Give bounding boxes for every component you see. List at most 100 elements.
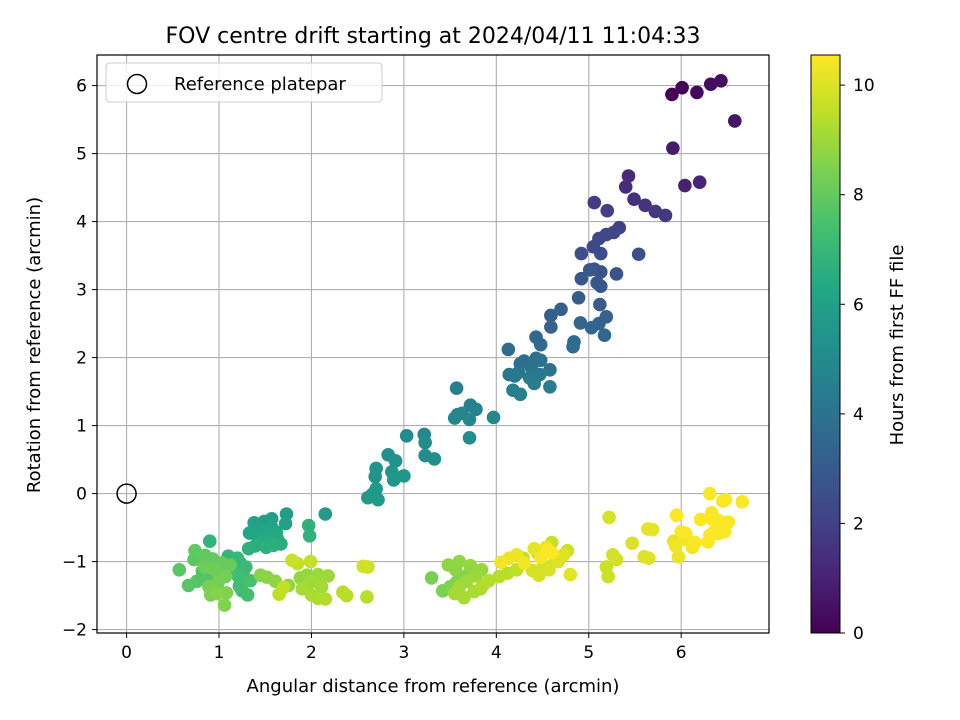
colorbar-gradient xyxy=(811,55,840,633)
scatter-point xyxy=(593,246,608,261)
scatter-point xyxy=(360,590,374,604)
scatter-point xyxy=(631,247,646,262)
scatter-point xyxy=(303,554,318,569)
scatter-point xyxy=(718,492,733,507)
scatter-point xyxy=(728,114,742,128)
scatter-point xyxy=(318,592,333,606)
scatter-point xyxy=(501,342,516,357)
legend-reference-marker xyxy=(126,73,148,95)
scatter-point xyxy=(533,353,548,368)
colorbar-tick-label: 6 xyxy=(853,295,864,315)
scatter-point xyxy=(645,522,660,537)
colorbar-frame xyxy=(810,54,841,634)
y-axis-label: Rotation from reference (arcmin) xyxy=(24,197,45,493)
colorbar-tick-label: 10 xyxy=(853,76,875,96)
scatter-point xyxy=(197,560,212,574)
scatter-point xyxy=(527,376,542,391)
scatter-point xyxy=(544,545,559,560)
scatter-point xyxy=(217,598,232,612)
scatter-point xyxy=(721,515,736,529)
colorbar-tick-label: 8 xyxy=(853,186,864,206)
scatter-point xyxy=(494,555,508,570)
scatter-point xyxy=(285,553,299,568)
reference-marker-group xyxy=(116,483,137,504)
x-axis-label: Angular distance from reference (arcmin) xyxy=(247,676,620,697)
scatter-point xyxy=(386,473,401,487)
scatter-point xyxy=(688,535,702,550)
scatter-point xyxy=(543,380,557,394)
x-tick-label: 5 xyxy=(583,643,594,663)
scatter-point xyxy=(482,573,496,588)
x-tick-label: 4 xyxy=(491,643,502,663)
scatter-point xyxy=(669,508,684,523)
scatter-point xyxy=(276,580,291,595)
scatter-point xyxy=(601,569,615,584)
scatter-point xyxy=(544,320,558,334)
scatter-point xyxy=(690,85,704,100)
scatter-point xyxy=(675,80,689,95)
scatter-point xyxy=(618,180,633,194)
scatter-point xyxy=(223,558,237,572)
scatter-point xyxy=(703,486,717,501)
y-tick-label: 0 xyxy=(76,485,87,505)
y-tick-label: 2 xyxy=(76,349,87,369)
scatter-point xyxy=(424,571,439,585)
scatter-point xyxy=(418,435,432,450)
scatter-point xyxy=(463,558,478,573)
scatter-point xyxy=(543,363,557,377)
scatter-point xyxy=(566,339,580,354)
scatter-point xyxy=(571,290,586,305)
scatter-point xyxy=(301,518,316,533)
y-tick-label: 4 xyxy=(76,213,87,233)
scatter-point xyxy=(356,559,371,574)
scatter-point xyxy=(469,402,483,417)
scatter-point xyxy=(388,454,403,468)
scatter-point xyxy=(457,590,471,605)
legend-box xyxy=(105,62,383,103)
scatter-point xyxy=(573,316,588,330)
colorbar-tick-label: 4 xyxy=(853,405,864,425)
y-tick-label: 3 xyxy=(76,281,87,301)
scatter-point xyxy=(321,569,335,583)
scatter-point xyxy=(666,141,680,155)
scatter-point xyxy=(314,579,329,594)
x-tick-label: 0 xyxy=(121,643,132,663)
legend-reference-label: Reference platepar xyxy=(174,74,346,95)
scatter-point xyxy=(593,297,607,312)
scatter-points xyxy=(172,74,749,612)
scatter-point xyxy=(574,271,589,286)
scatter-point xyxy=(638,198,652,213)
y-tick-label: 6 xyxy=(76,77,87,97)
scatter-point xyxy=(693,512,708,527)
scatter-point xyxy=(544,308,558,323)
scatter-point xyxy=(692,175,707,189)
scatter-point xyxy=(399,429,414,443)
reference-marker xyxy=(116,483,137,504)
scatter-point xyxy=(542,562,556,577)
scatter-point xyxy=(609,267,624,281)
scatter-point xyxy=(462,412,477,427)
scatter-point xyxy=(563,567,578,582)
scatter-point xyxy=(452,554,467,569)
scatter-point xyxy=(243,573,258,588)
scatter-point xyxy=(584,320,599,335)
scatter-point xyxy=(557,548,571,562)
x-tick-label: 1 xyxy=(214,643,225,663)
axis-ticks: 0 1 2 3 4 5 6 −2 −1 0 1 2 3 4 5 6 xyxy=(62,77,687,663)
colorbar: 0 2 4 6 8 10 Hours from first FF file xyxy=(810,54,908,644)
colorbar-tick-label: 2 xyxy=(853,514,864,534)
scatter-point xyxy=(574,246,589,261)
scatter-point xyxy=(593,279,608,294)
scatter-point xyxy=(533,337,548,352)
scatter-point xyxy=(642,551,656,565)
scatter-point xyxy=(658,208,673,223)
scatter-point xyxy=(703,528,717,542)
scatter-point xyxy=(241,541,256,556)
x-tick-label: 2 xyxy=(306,643,317,663)
scatter-point xyxy=(600,203,615,218)
colorbar-ticks: 0 2 4 6 8 10 xyxy=(840,76,875,644)
scatter-point xyxy=(517,556,531,570)
scatter-point xyxy=(188,543,202,558)
y-tick-label: 1 xyxy=(76,417,87,437)
